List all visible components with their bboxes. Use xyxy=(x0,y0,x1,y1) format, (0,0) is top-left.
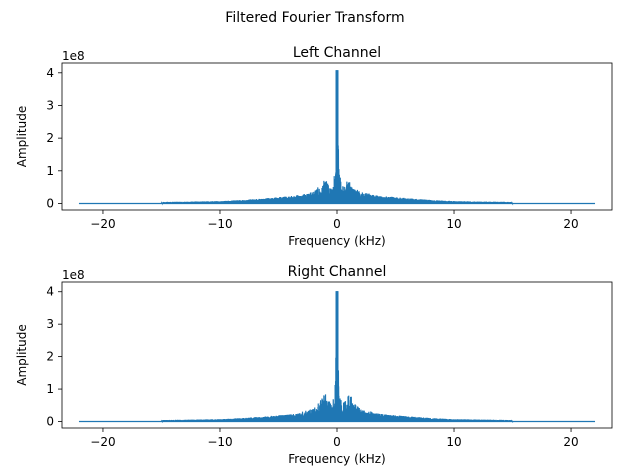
left-channel-ytick-label: 0 xyxy=(46,196,54,210)
left-channel-xtick-label: 10 xyxy=(446,217,461,231)
right-channel-ylabel: Amplitude xyxy=(15,324,29,386)
right-channel-ytick-label: 2 xyxy=(46,350,54,364)
left-channel-ytick-label: 4 xyxy=(46,66,54,80)
right-channel-xtick-label: −10 xyxy=(207,435,232,449)
right-channel-y-offset: 1e8 xyxy=(62,268,85,282)
right-channel-ytick-label: 0 xyxy=(46,415,54,429)
left-channel-title: Left Channel xyxy=(293,45,381,61)
left-channel-ytick-label: 1 xyxy=(46,164,54,178)
left-channel-xtick-label: 20 xyxy=(563,217,578,231)
left-channel-xtick-label: 0 xyxy=(333,217,341,231)
right-channel-xtick-label: 0 xyxy=(333,435,341,449)
left-channel-ytick-label: 2 xyxy=(46,131,54,145)
right-channel-title: Right Channel xyxy=(288,264,387,280)
right-channel-panel: Right Channel 1e8 Frequency (kHz) Amplit… xyxy=(15,264,613,466)
left-channel-ytick-label: 3 xyxy=(46,98,54,112)
right-channel-ytick-label: 3 xyxy=(46,317,54,331)
right-channel-xtick-label: 20 xyxy=(563,435,578,449)
left-channel-y-offset: 1e8 xyxy=(62,49,85,63)
right-channel-xlabel: Frequency (kHz) xyxy=(288,452,385,466)
figure-suptitle: Filtered Fourier Transform xyxy=(225,10,404,26)
right-channel-xtick-label: 10 xyxy=(446,435,461,449)
right-channel-xtick-label: −20 xyxy=(90,435,115,449)
right-channel-ytick-label: 1 xyxy=(46,382,54,396)
left-channel-xtick-label: −10 xyxy=(207,217,232,231)
left-channel-ylabel: Amplitude xyxy=(15,106,29,168)
left-channel-xtick-label: −20 xyxy=(90,217,115,231)
left-channel-panel: Left Channel 1e8 Frequency (kHz) Amplitu… xyxy=(15,45,613,248)
left-channel-xlabel: Frequency (kHz) xyxy=(288,234,385,248)
right-channel-ytick-label: 4 xyxy=(46,285,54,299)
